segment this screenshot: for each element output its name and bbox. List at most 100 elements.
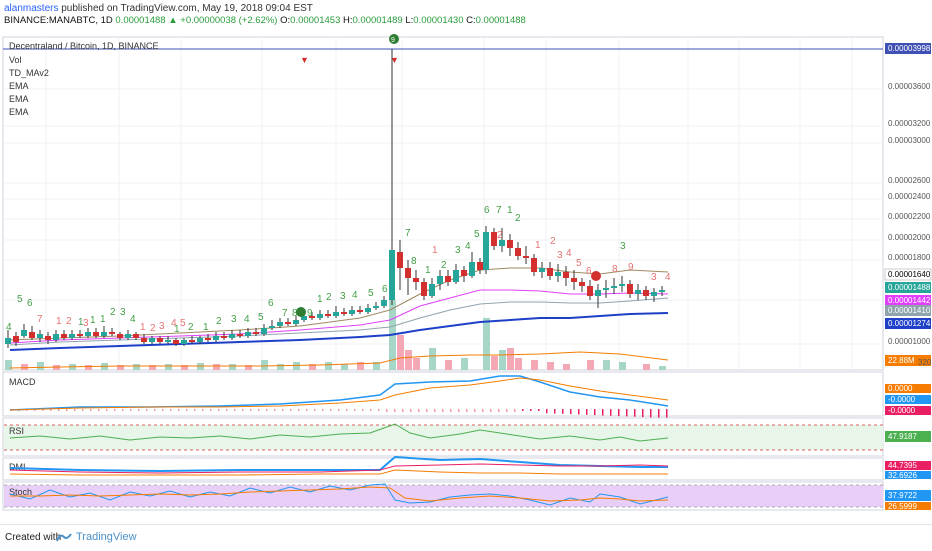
candle-body[interactable] (523, 256, 529, 258)
candle-body[interactable] (197, 338, 203, 342)
candle-body[interactable] (221, 336, 227, 338)
candle-body[interactable] (261, 328, 267, 334)
candle-body[interactable] (595, 290, 601, 296)
candle-body[interactable] (45, 336, 51, 340)
candle-body[interactable] (405, 268, 411, 278)
candle-body[interactable] (309, 316, 315, 318)
candle-body[interactable] (133, 334, 139, 338)
stoch-tag (885, 502, 931, 510)
candle-body[interactable] (149, 338, 155, 342)
candle-body[interactable] (421, 282, 427, 296)
candle-body[interactable] (5, 338, 11, 344)
candle-body[interactable] (349, 310, 355, 314)
candle-body[interactable] (603, 288, 609, 290)
candle-body[interactable] (619, 284, 625, 286)
candle-body[interactable] (157, 338, 163, 342)
candle-body[interactable] (413, 278, 419, 282)
candle-body[interactable] (365, 308, 371, 312)
candle-body[interactable] (477, 262, 483, 270)
candle-body[interactable] (373, 306, 379, 308)
candle-body[interactable] (269, 326, 275, 328)
candle-body[interactable] (341, 312, 347, 314)
legend-item-ema-2[interactable]: EMA (9, 94, 29, 104)
candle-body[interactable] (229, 334, 235, 338)
candle-body[interactable] (165, 340, 171, 342)
candle-body[interactable] (21, 330, 27, 336)
candle-body[interactable] (37, 334, 43, 338)
candle-body[interactable] (141, 338, 147, 342)
candle-body[interactable] (461, 270, 467, 276)
candle-body[interactable] (117, 334, 123, 338)
candle-body[interactable] (317, 314, 323, 318)
candle-body[interactable] (397, 252, 403, 268)
candle-body[interactable] (651, 292, 657, 296)
candle-body[interactable] (173, 340, 179, 344)
candle-body[interactable] (245, 332, 251, 336)
candle-body[interactable] (437, 276, 443, 284)
candle-body[interactable] (429, 284, 435, 296)
legend-item-ema-1[interactable]: EMA (9, 81, 29, 91)
chart-canvas[interactable]: Decentraland / Bitcoin, 1D, BINANCE Vol … (0, 30, 932, 512)
candle-body[interactable] (515, 248, 521, 256)
macd-pane[interactable] (2, 371, 884, 417)
candle-body[interactable] (547, 268, 553, 276)
candle-body[interactable] (109, 332, 115, 334)
candle-body[interactable] (445, 276, 451, 282)
candle-body[interactable] (69, 334, 75, 338)
candle-body[interactable] (61, 334, 67, 338)
candle-body[interactable] (101, 332, 107, 336)
candle-body[interactable] (205, 338, 211, 340)
candle-body[interactable] (181, 340, 187, 344)
candle-body[interactable] (189, 340, 195, 342)
author-link[interactable]: alanmasters (4, 3, 59, 14)
candle-body[interactable] (93, 332, 99, 336)
symbol-name[interactable]: BINANCE:MANABTC, 1D (4, 15, 113, 26)
candle-body[interactable] (571, 278, 577, 282)
candle-body[interactable] (253, 332, 259, 334)
candle-body[interactable] (635, 290, 641, 294)
candle-body[interactable] (499, 240, 505, 246)
candle-body[interactable] (579, 282, 585, 286)
candle-body[interactable] (555, 272, 561, 276)
legend-item-tdma[interactable]: TD_MAv2 (9, 68, 49, 78)
candle-body[interactable] (333, 312, 339, 316)
candle-body[interactable] (13, 336, 19, 342)
candle-body[interactable] (85, 332, 91, 336)
candle-body[interactable] (539, 268, 545, 272)
candle-body[interactable] (659, 290, 665, 292)
candle-body[interactable] (325, 314, 331, 316)
candle-body[interactable] (643, 290, 649, 296)
candle-body[interactable] (483, 232, 489, 270)
legend-item-vol[interactable]: Vol (9, 55, 22, 65)
candle-body[interactable] (611, 286, 617, 288)
candle-body[interactable] (507, 240, 513, 248)
legend-item-ema-3[interactable]: EMA (9, 107, 29, 117)
candle-body[interactable] (389, 250, 395, 300)
candle-body[interactable] (125, 334, 131, 338)
tradingview-logo-icon[interactable] (56, 531, 72, 543)
candle-body[interactable] (277, 322, 283, 326)
dmi-pane[interactable] (2, 457, 884, 481)
candle-body[interactable] (301, 316, 307, 320)
candle-body[interactable] (77, 334, 83, 336)
candle-body[interactable] (381, 300, 387, 306)
candle-body[interactable] (563, 272, 569, 278)
ema-blue-line (9, 312, 669, 351)
candle-body[interactable] (285, 322, 291, 324)
candle-body[interactable] (627, 284, 633, 294)
candlesticks[interactable] (5, 49, 665, 348)
candle-body[interactable] (29, 332, 35, 338)
candle-body[interactable] (213, 336, 219, 340)
candle-body[interactable] (53, 334, 59, 340)
candle-body[interactable] (237, 334, 243, 336)
candle-body[interactable] (469, 262, 475, 276)
candle-body[interactable] (453, 270, 459, 282)
candle-body[interactable] (491, 232, 497, 246)
candle-body[interactable] (531, 258, 537, 272)
candle-body[interactable] (293, 320, 299, 324)
main-pane[interactable] (2, 36, 884, 371)
candle-body[interactable] (357, 310, 363, 312)
tradingview-brand[interactable]: TradingView (76, 531, 137, 543)
candle-body[interactable] (587, 286, 593, 296)
price-axis[interactable]: 0.00003600 0.00003200 0.00003000 0.00002… (884, 37, 932, 370)
